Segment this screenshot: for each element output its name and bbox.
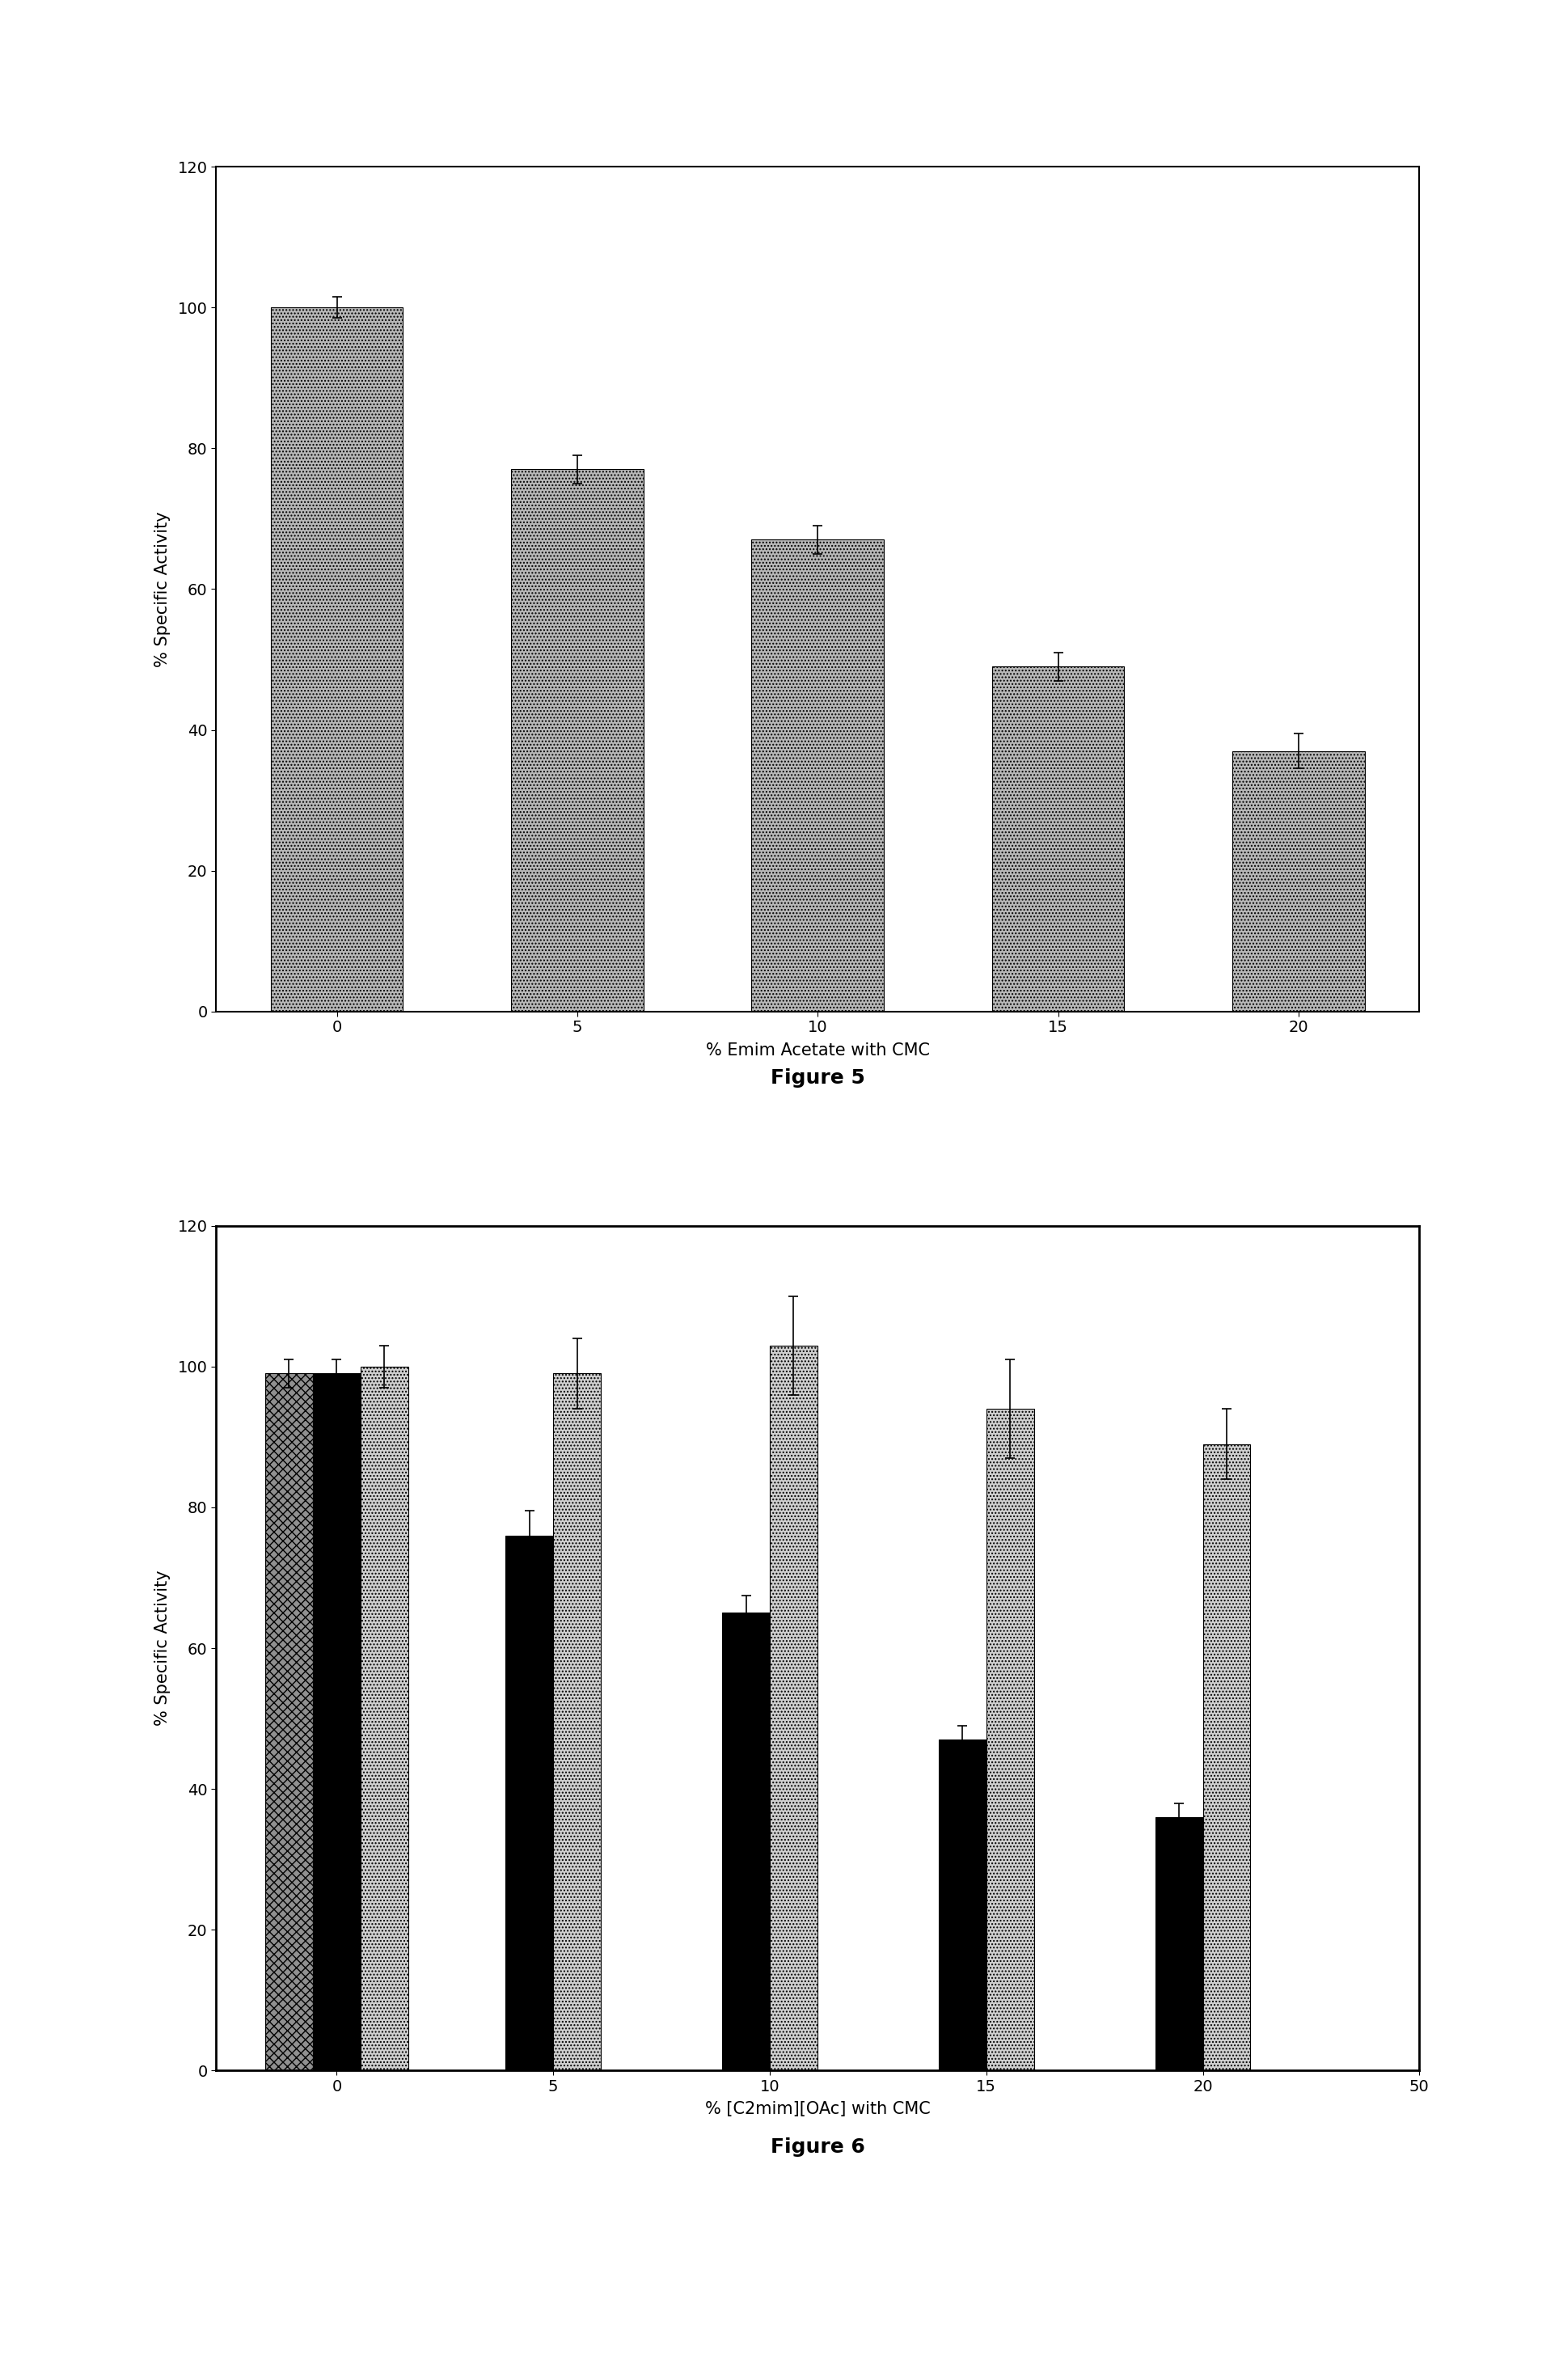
Bar: [985, 1409, 1033, 2071]
Bar: [992, 666, 1124, 1012]
Bar: [1232, 752, 1365, 1012]
Bar: [751, 540, 884, 1012]
Bar: [938, 1740, 985, 2071]
Text: Figure 5: Figure 5: [769, 1069, 865, 1088]
Text: Figure 6: Figure 6: [769, 2137, 865, 2156]
Bar: [270, 307, 402, 1011]
Bar: [722, 1614, 769, 2071]
Bar: [506, 1535, 554, 2071]
Bar: [769, 1345, 817, 2071]
Bar: [554, 1373, 600, 2071]
Bar: [1203, 1445, 1251, 2071]
Y-axis label: % Specific Activity: % Specific Activity: [154, 1571, 171, 1726]
Bar: [313, 1373, 361, 2071]
Y-axis label: % Specific Activity: % Specific Activity: [154, 512, 171, 666]
Bar: [265, 1373, 313, 2071]
Bar: [361, 1366, 409, 2071]
X-axis label: % Emim Acetate with CMC: % Emim Acetate with CMC: [705, 1042, 930, 1059]
X-axis label: % [C2mim][OAc] with CMC: % [C2mim][OAc] with CMC: [705, 2102, 930, 2118]
Bar: [510, 469, 643, 1012]
Bar: [1155, 1818, 1203, 2071]
